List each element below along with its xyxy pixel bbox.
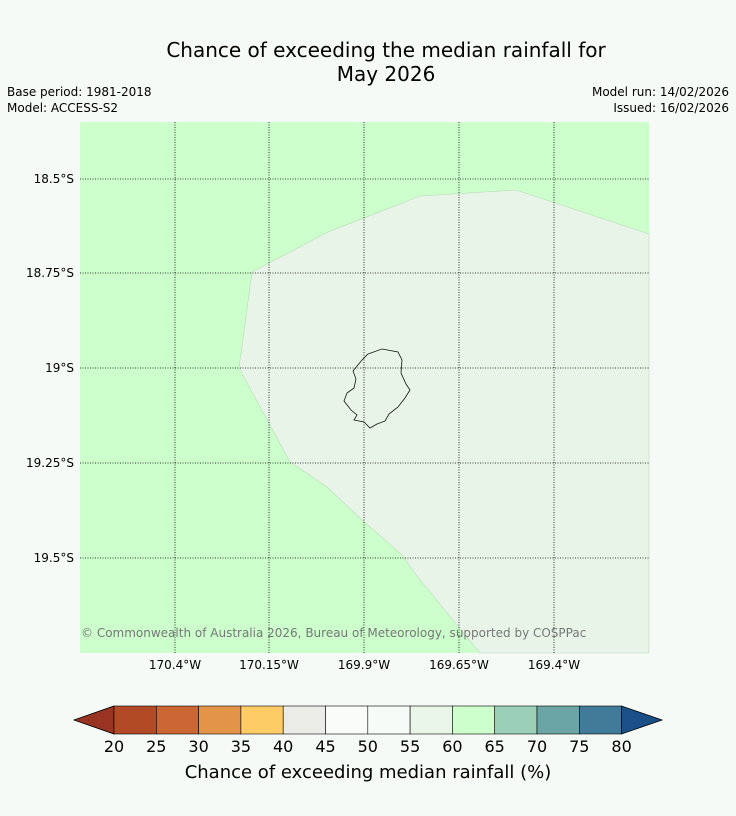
lat-label: 19°S (45, 361, 74, 375)
colorbar-tick-label: 30 (188, 737, 209, 756)
colorbar-tick-label: 50 (357, 737, 378, 756)
lat-label: 18.5°S (33, 172, 74, 186)
colorbar-tick-label: 35 (230, 737, 252, 756)
model-run-text: Model run: 14/02/2026 (591, 85, 729, 99)
lon-label: 169.4°W (527, 658, 581, 672)
colorbar-tick-label: 65 (484, 737, 505, 756)
colorbar-tick-label: 25 (146, 737, 167, 756)
colorbar-under-arrow (72, 705, 115, 735)
colorbar-bin (325, 705, 369, 735)
niue-island-outline (343, 348, 411, 429)
colorbar-boxes (72, 705, 664, 735)
colorbar-bin (409, 705, 453, 735)
colorbar-bin (494, 705, 538, 735)
meta-left: Base period: 1981-2018 Model: ACCESS-S2 (7, 84, 152, 116)
lon-label: 170.15°W (239, 658, 299, 672)
lat-label: 19.25°S (26, 456, 74, 470)
colorbar-bin (282, 705, 326, 735)
colorbar-bin (452, 705, 495, 735)
colorbar-tick-label: 70 (526, 737, 548, 756)
colorbar-tick-label: 55 (399, 737, 421, 756)
lon-label: 170.4°W (148, 658, 202, 672)
colorbar-bin (367, 705, 411, 735)
colorbar-tick-label: 75 (569, 737, 590, 756)
colorbar-tick-label: 40 (273, 737, 294, 756)
lon-label: 169.65°W (429, 658, 489, 672)
colorbar-tick-label: 60 (442, 737, 463, 756)
title-line-1: Chance of exceeding the median rainfall … (166, 38, 606, 62)
graticule (80, 122, 649, 653)
lon-label: 169.9°W (337, 658, 391, 672)
colorbar-tick-label: 45 (315, 737, 336, 756)
copyright-text: © Commonwealth of Australia 2026, Bureau… (81, 626, 587, 640)
issued-text: Issued: 16/02/2026 (613, 101, 729, 115)
lat-label: 18.75°S (26, 266, 74, 280)
base-period-text: Base period: 1981-2018 (7, 85, 152, 99)
colorbar-bin (198, 705, 242, 735)
colorbar-bin (113, 705, 157, 735)
model-text: Model: ACCESS-S2 (7, 101, 119, 115)
colorbar-tick-label: 80 (611, 737, 632, 756)
lat-label: 19.5°S (33, 551, 74, 565)
colorbar-bin (240, 705, 284, 735)
colorbar-bin (578, 705, 622, 735)
chart-title: Chance of exceeding the median rainfall … (0, 38, 736, 86)
colorbar-bin (536, 705, 580, 735)
title-line-2: May 2026 (336, 62, 436, 86)
map-region-55-60 (238, 189, 650, 654)
colorbar-bin (156, 705, 199, 735)
colorbar-label: Chance of exceeding median rainfall (%) (184, 762, 552, 783)
colorbar-over-arrow (621, 705, 664, 735)
colorbar-tick-label: 20 (103, 737, 125, 756)
meta-right: Model run: 14/02/2026 Issued: 16/02/2026 (592, 84, 729, 116)
